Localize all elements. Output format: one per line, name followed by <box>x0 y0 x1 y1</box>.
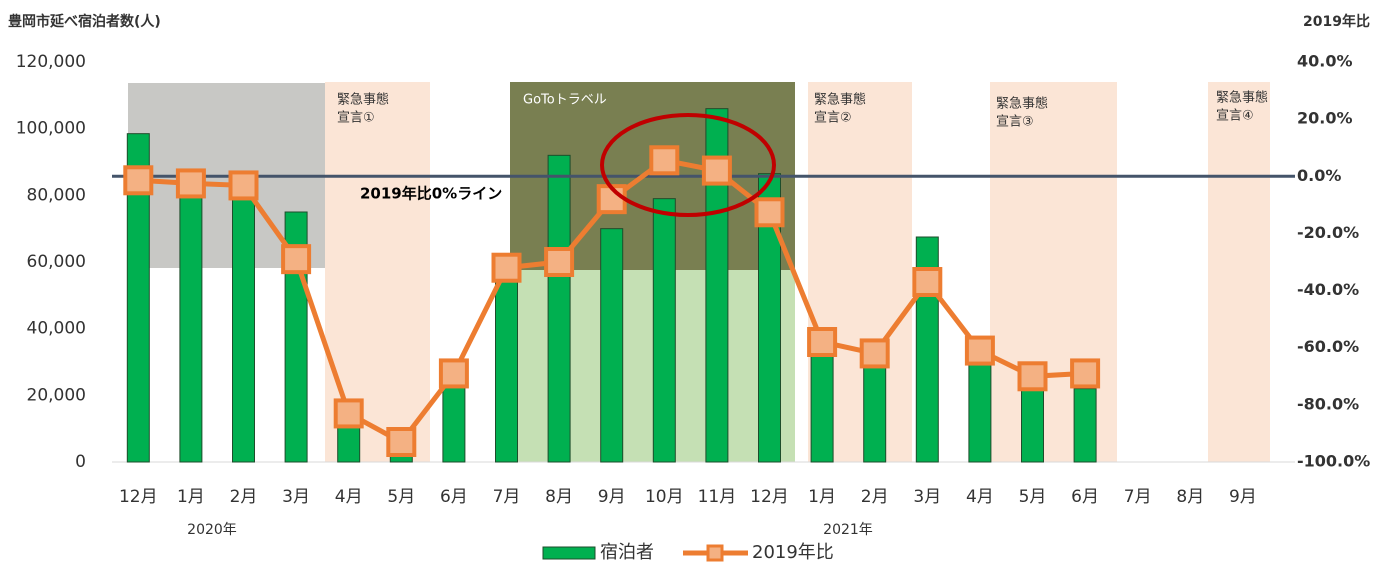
x-tick-label: 6月 <box>440 487 468 507</box>
legend-label: 宿泊者 <box>600 542 654 563</box>
x-tick-label: 3月 <box>913 487 941 507</box>
y-tick-label: 20,000 <box>27 385 86 405</box>
y-tick-label: 60,000 <box>27 252 86 272</box>
x-tick-label: 1月 <box>177 487 205 507</box>
y-tick-label: 40,000 <box>27 319 86 339</box>
goto-label: GoToトラベル <box>523 93 607 108</box>
y2-tick-label: 40.0% <box>1297 52 1353 71</box>
bar <box>548 155 570 462</box>
y-tick-label: 0 <box>75 452 86 472</box>
marker <box>125 167 151 193</box>
legend-swatch <box>708 546 722 560</box>
marker <box>283 246 309 272</box>
chart: 豊岡市延べ宿泊者数(人) 2019年比 GoToトラベル 緊急事態宣言① 緊急事態… <box>0 0 1378 565</box>
bar <box>1022 382 1044 462</box>
x-tick-label: 2月 <box>861 487 889 507</box>
marker <box>231 172 257 198</box>
marker <box>336 400 362 426</box>
emergency-label: 宣言③ <box>996 114 1034 130</box>
y-axis-title: 豊岡市延べ宿泊者数(人) <box>8 13 161 30</box>
bar <box>496 279 518 462</box>
y-tick-label: 120,000 <box>16 52 86 72</box>
x-tick-label: 12月 <box>119 487 158 507</box>
x-tick-label: 12月 <box>750 487 789 507</box>
x-tick-label: 4月 <box>335 487 363 507</box>
bar <box>233 189 255 462</box>
x-tick-label: 11月 <box>698 487 737 507</box>
x-tick-label: 4月 <box>966 487 994 507</box>
marker <box>546 249 572 275</box>
emergency-region <box>990 82 1117 462</box>
y2-axis-title: 2019年比 <box>1303 13 1370 30</box>
y2-tick-label: -60.0% <box>1297 337 1359 356</box>
y-tick-label: 100,000 <box>16 119 86 139</box>
y2-tick-label: -40.0% <box>1297 280 1359 299</box>
emergency-label: 緊急事態 <box>1216 90 1268 106</box>
marker <box>1072 360 1098 386</box>
marker <box>967 338 993 364</box>
marker <box>757 199 783 225</box>
y2-tick-label: -100.0% <box>1297 452 1370 471</box>
emergency-region <box>1208 82 1270 462</box>
x-tick-label: 10月 <box>645 487 684 507</box>
y-tick-label: 80,000 <box>27 185 86 205</box>
marker <box>862 340 888 366</box>
bar <box>811 339 833 462</box>
emergency-label: 緊急事態 <box>996 96 1048 112</box>
x-tick-label: 9月 <box>1229 487 1257 507</box>
marker <box>494 255 520 281</box>
legend-label: 2019年比 <box>752 542 834 563</box>
emergency-label: 宣言④ <box>1216 108 1254 124</box>
emergency-label: 緊急事態 <box>814 92 866 108</box>
bar <box>601 229 623 462</box>
y2-tick-label: -20.0% <box>1297 223 1359 242</box>
marker <box>651 147 677 173</box>
x-tick-label: 8月 <box>545 487 573 507</box>
year-label: 2020年 <box>187 522 237 538</box>
x-tick-label: 9月 <box>598 487 626 507</box>
x-tick-label: 5月 <box>1019 487 1047 507</box>
x-tick-label: 7月 <box>493 487 521 507</box>
y2-tick-label: 0.0% <box>1297 166 1341 185</box>
x-tick-label: 8月 <box>1176 487 1204 507</box>
bar <box>653 199 675 462</box>
marker <box>441 360 467 386</box>
reference-label: 2019年比0%ライン <box>360 185 502 203</box>
emergency-label: 宣言② <box>814 110 852 126</box>
x-tick-label: 2月 <box>230 487 258 507</box>
y2-tick-label: -80.0% <box>1297 394 1359 413</box>
x-tick-label: 1月 <box>808 487 836 507</box>
bar <box>1074 389 1096 462</box>
bar <box>864 362 886 462</box>
x-tick-label: 3月 <box>282 487 310 507</box>
emergency-label: 緊急事態 <box>337 92 389 108</box>
legend-swatch <box>543 547 595 559</box>
x-tick-label: 7月 <box>1124 487 1152 507</box>
marker <box>388 429 414 455</box>
emergency-label: 宣言① <box>337 110 375 126</box>
bar <box>180 179 202 462</box>
marker <box>809 329 835 355</box>
year-label: 2021年 <box>823 522 873 538</box>
marker <box>1020 363 1046 389</box>
bar <box>969 352 991 462</box>
marker <box>178 170 204 196</box>
y2-tick-label: 20.0% <box>1297 109 1353 128</box>
x-tick-label: 6月 <box>1071 487 1099 507</box>
marker <box>914 269 940 295</box>
x-tick-label: 5月 <box>387 487 415 507</box>
marker <box>704 158 730 184</box>
bar <box>443 379 465 462</box>
